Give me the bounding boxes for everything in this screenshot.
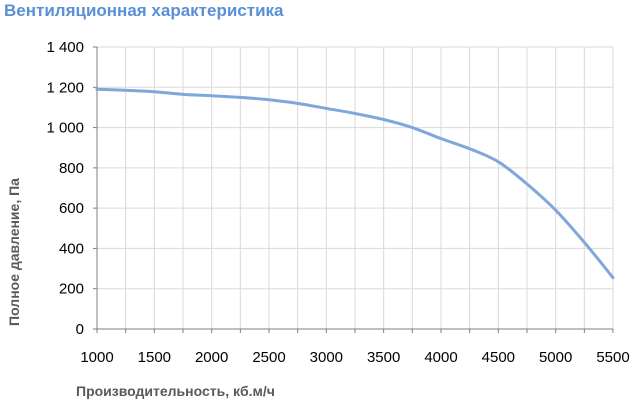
x-tick-labels: 1000 1500 2000 2500 3000 3500 4000 4500 5000 5500 <box>80 349 629 366</box>
x-tick-label: 4000 <box>424 349 457 366</box>
axes <box>93 46 614 333</box>
x-tick-label: 1000 <box>80 349 113 366</box>
y-tick-label: 200 <box>59 281 84 298</box>
x-tick-label: 2000 <box>195 349 228 366</box>
x-tick-label: 3000 <box>310 349 343 366</box>
x-tick-label: 3500 <box>367 349 400 366</box>
x-axis-title: Производительность, кб.м/ч <box>76 383 275 399</box>
y-tick-label: 1 200 <box>46 79 84 96</box>
y-tick-labels: 0 200 400 600 800 1 000 1 200 1 400 <box>46 39 84 338</box>
series-group <box>95 87 615 280</box>
x-tick-label: 4500 <box>482 349 515 366</box>
grid-lines <box>97 46 614 329</box>
x-tick-label: 1500 <box>138 349 171 366</box>
y-tick-label: 600 <box>59 200 84 217</box>
y-tick-label: 1 400 <box>46 39 84 56</box>
y-tick-label: 400 <box>59 240 84 257</box>
x-tick-label: 5500 <box>596 349 629 366</box>
chart-title: Вентиляционная характеристика <box>4 1 284 20</box>
x-tick-label: 2500 <box>252 349 285 366</box>
y-tick-label: 0 <box>76 321 84 338</box>
x-tick-label: 5000 <box>539 349 572 366</box>
y-axis-title: Полное давление, Па <box>6 178 22 326</box>
y-tick-label: 800 <box>59 160 84 177</box>
y-tick-label: 1 000 <box>46 120 84 137</box>
